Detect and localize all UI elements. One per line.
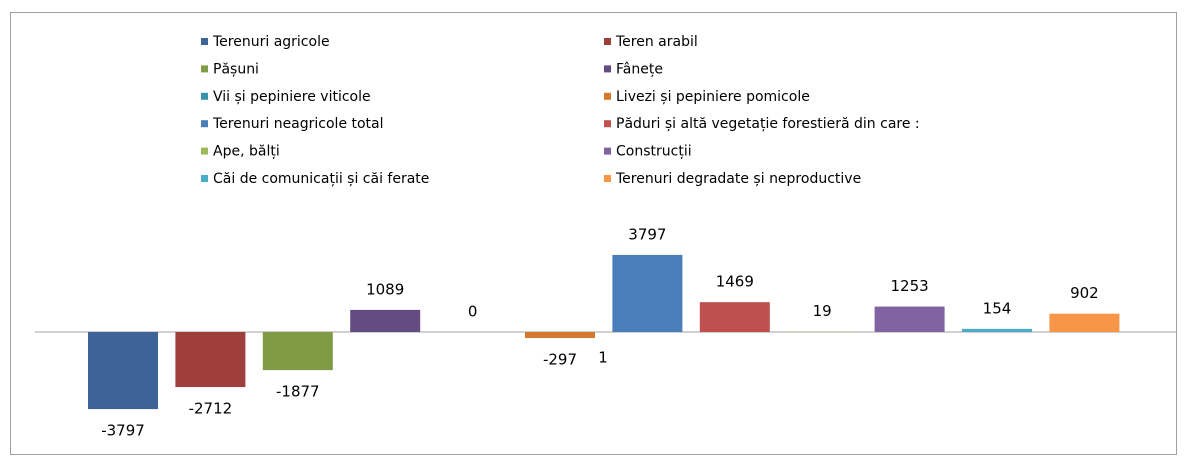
legend-label: Terenuri agricole — [212, 34, 330, 50]
legend-label: Fânețe — [616, 61, 663, 77]
legend-swatch — [604, 38, 611, 45]
data-label: 1089 — [366, 280, 404, 298]
legend-swatch — [604, 175, 611, 182]
legend-label: Livezi și pepiniere pomicole — [616, 89, 810, 105]
bar — [525, 332, 595, 338]
legend-label: Construcții — [616, 144, 692, 160]
data-label: -1877 — [276, 383, 320, 401]
legend-swatch — [201, 175, 208, 182]
legend-swatch — [201, 38, 208, 45]
bar — [875, 307, 945, 332]
data-label: 19 — [813, 302, 832, 320]
data-label: 1253 — [891, 277, 929, 295]
legend-label: Pășuni — [213, 61, 259, 77]
data-label: 0 — [468, 303, 478, 321]
legend-swatch — [201, 65, 208, 72]
data-label: 154 — [983, 299, 1012, 317]
legend-label: Terenuri degradate și neproductive — [615, 171, 861, 187]
bar — [88, 332, 158, 409]
legend-label: Căi de comunicații și căi ferate — [213, 171, 429, 187]
legend-swatch — [604, 93, 611, 100]
data-label: -3797 — [101, 422, 145, 440]
legend-label: Ape, bălți — [213, 144, 280, 160]
legend-label: Terenuri neagricole total — [212, 116, 384, 132]
legend-swatch — [201, 93, 208, 100]
data-label: 902 — [1070, 284, 1099, 302]
data-label: 1469 — [716, 273, 754, 291]
legend-swatch — [201, 120, 208, 127]
data-label: -297 — [543, 351, 577, 369]
bar — [263, 332, 333, 370]
legend-swatch — [604, 148, 611, 155]
legend-swatch — [604, 120, 611, 127]
data-label: 3797 — [628, 225, 666, 243]
bar — [175, 332, 245, 387]
legend-label: Teren arabil — [615, 34, 698, 50]
bar — [1049, 314, 1119, 332]
legend-swatch — [201, 148, 208, 155]
annotation: 1 — [598, 349, 608, 367]
bar — [612, 255, 682, 332]
bar — [700, 302, 770, 332]
chart-frame — [11, 13, 1177, 455]
bar — [350, 310, 420, 332]
data-label: -2712 — [189, 400, 233, 418]
legend-label: Păduri și altă vegetație forestieră din … — [616, 116, 920, 132]
bar — [962, 329, 1032, 332]
legend-swatch — [604, 65, 611, 72]
legend-label: Vii și pepiniere viticole — [213, 89, 371, 105]
